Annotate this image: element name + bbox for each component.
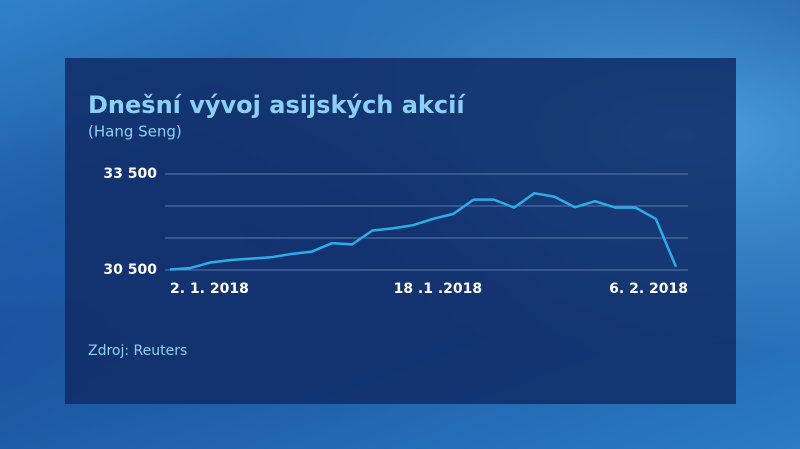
chart-title: Dnešní vývoj asijských akcií xyxy=(88,91,466,119)
line xyxy=(169,191,678,271)
x-tick-label: 6. 2. 2018 xyxy=(609,281,688,297)
y-tick-label: 33 500 xyxy=(103,166,157,182)
y-tick-label: 30 500 xyxy=(103,262,157,278)
panel xyxy=(65,58,736,404)
source: Zdroj: Reuters xyxy=(88,343,187,359)
chart-subtitle: (Hang Seng) xyxy=(88,123,182,141)
x-tick-label: 2. 1. 2018 xyxy=(170,281,249,297)
x-tick-label: 18 .1 .2018 xyxy=(394,281,483,297)
